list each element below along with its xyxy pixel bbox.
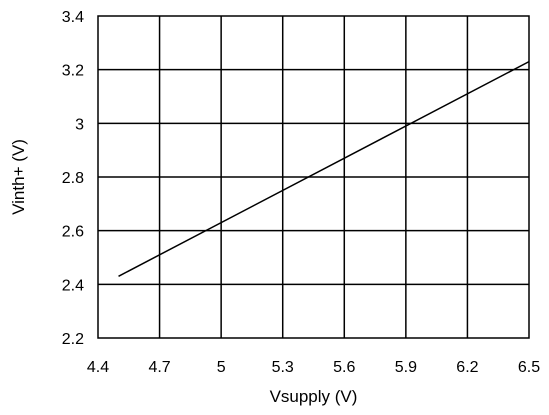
y-tick-label: 2.8 [62,170,84,187]
plot-area-frame [97,15,530,339]
x-tick-labels: 4.4 4.7 5 5.3 5.6 5.9 6.2 6.5 [87,359,540,376]
y-tick-labels: 2.2 2.4 2.6 2.8 3 3.2 3.4 [62,9,84,348]
x-tick-label: 5 [217,359,226,376]
x-tick-label: 4.7 [148,359,170,376]
y-tick-label: 2.4 [62,277,84,294]
x-tick-label: 5.6 [333,359,355,376]
series-line [118,60,530,277]
y-tick-label: 3 [75,116,84,133]
x-tick-label: 6.2 [456,359,478,376]
series-group [118,60,530,277]
grid-lines [98,16,529,338]
x-tick-label: 6.5 [518,359,540,376]
y-tick-label: 2.2 [62,331,84,348]
x-tick-label: 4.4 [87,359,109,376]
y-tick-label: 3.4 [62,9,84,26]
y-tick-label: 2.6 [62,224,84,241]
x-tick-label: 5.3 [272,359,294,376]
x-tick-label: 5.9 [395,359,417,376]
y-axis-label: Vinth+ (V) [9,139,28,215]
x-axis-label: Vsupply (V) [270,387,358,406]
y-tick-label: 3.2 [62,63,84,80]
